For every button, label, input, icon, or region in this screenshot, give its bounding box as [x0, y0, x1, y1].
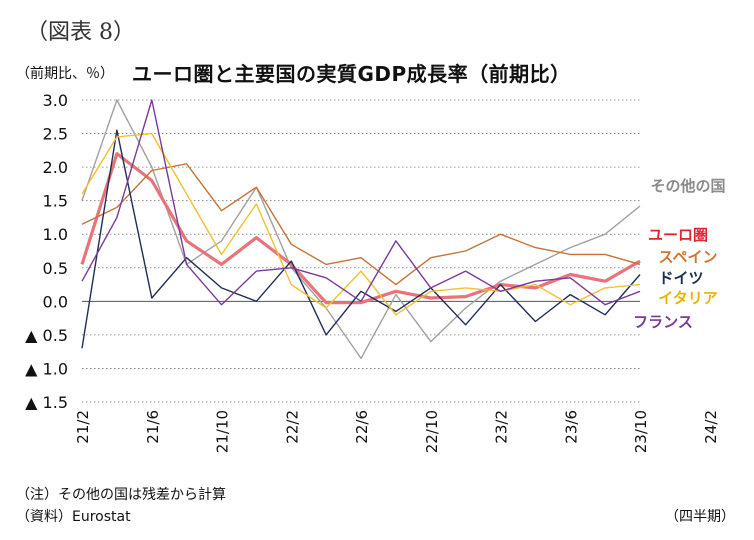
footnote: （注）その他の国は残差から計算 — [16, 487, 226, 503]
y-tick-label: 1.0 — [43, 225, 68, 244]
y-tick-label: 3.0 — [43, 91, 68, 110]
unit-label: （前期比、％） — [16, 66, 114, 82]
gridlines — [82, 99, 640, 403]
x-tick-label: 21/6 — [144, 410, 162, 444]
legend-label: ドイツ — [658, 269, 703, 287]
x-tick-label: 23/6 — [562, 410, 580, 444]
x-tick-label: 21/10 — [214, 410, 232, 453]
series-line — [80, 152, 641, 305]
legend-label: イタリア — [658, 289, 717, 307]
legend-label: スペイン — [659, 248, 718, 266]
series-lines — [80, 99, 641, 360]
x-tick-label: 23/2 — [493, 410, 511, 444]
period-label: （四半期） — [665, 509, 735, 525]
series-line — [81, 129, 641, 349]
y-tick-label: ▲ 1.0 — [25, 359, 68, 378]
x-tick-label: 21/2 — [74, 410, 92, 444]
chart-title: ユーロ圏と主要国の実質GDP成長率（前期比） — [132, 62, 571, 86]
x-tick-label: 22/6 — [353, 410, 371, 444]
x-tick-label: 22/10 — [423, 410, 441, 453]
series-line — [81, 132, 641, 316]
legend-label: その他の国 — [650, 177, 725, 195]
y-tick-label: ▲ 0.5 — [25, 326, 68, 345]
y-tick-label: 2.0 — [43, 158, 68, 177]
series-line — [81, 99, 641, 306]
y-axis-ticks: 3.0 2.5 2.0 1.5 1.0 0.5 0.0 ▲ 0.5 ▲ 1.0 ▲ 1.5 — [25, 91, 68, 412]
x-axis-ticks: 21/2 21/6 21/10 22/2 22/6 22/10 23/2 23/6 23/10 2… — [74, 410, 720, 453]
source-note: （資料）Eurostat — [16, 509, 131, 525]
legend-label: フランス — [633, 313, 693, 331]
x-tick-label: 23/10 — [632, 410, 650, 453]
x-tick-label: 24/2 — [702, 410, 720, 444]
y-tick-label: 2.5 — [43, 125, 68, 144]
series-line — [81, 163, 641, 286]
figure-label: （図表 8） — [26, 20, 135, 45]
x-tick-label: 22/2 — [283, 410, 301, 444]
y-tick-label: ▲ 1.5 — [25, 393, 68, 412]
y-tick-label: 0.5 — [43, 259, 68, 278]
series-line — [81, 99, 641, 360]
legend-label: ユーロ圏 — [648, 226, 708, 244]
y-tick-label: 1.5 — [43, 192, 68, 211]
y-tick-label: 0.0 — [43, 292, 68, 311]
